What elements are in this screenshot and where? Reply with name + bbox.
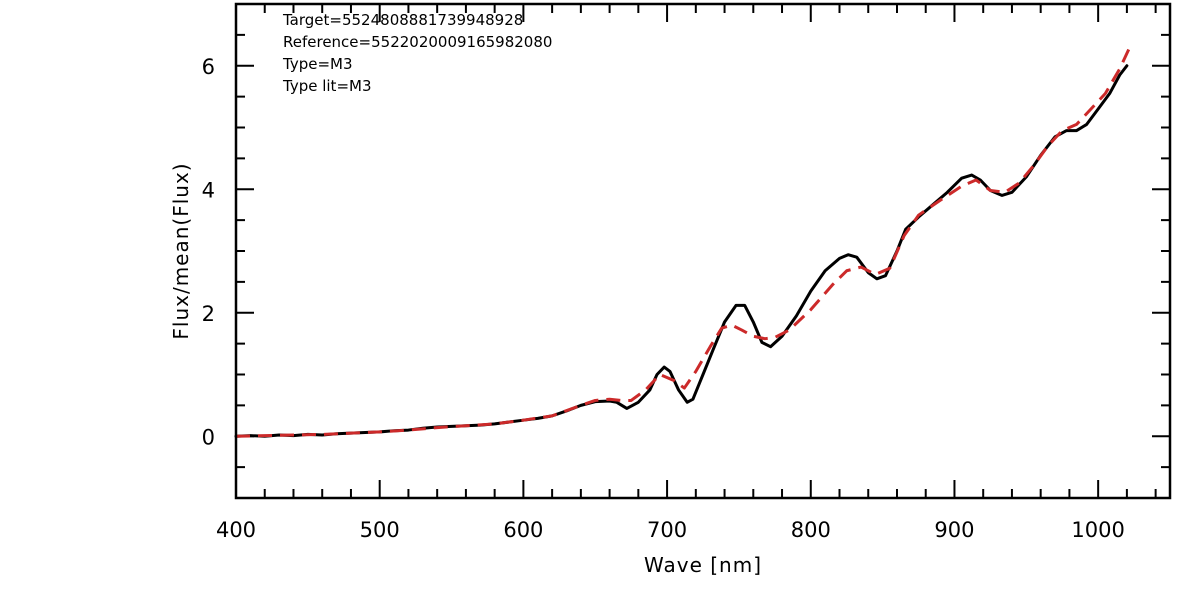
axis-ticks bbox=[235, 3, 1170, 499]
plot-frame bbox=[234, 2, 1172, 500]
x-tick-label: 700 bbox=[647, 518, 687, 542]
x-tick-labels: 400 500 600 700 800 900 1000 bbox=[216, 518, 1125, 542]
x-tick-label: 900 bbox=[934, 518, 974, 542]
x-tick-label: 1000 bbox=[1071, 518, 1124, 542]
x-tick-label: 400 bbox=[216, 518, 256, 542]
annotation-line: Target=5524808881739948928 bbox=[282, 11, 523, 29]
reference-spectrum-line bbox=[235, 46, 1132, 438]
x-tick-label: 500 bbox=[360, 518, 400, 542]
x-axis-label: Wave [nm] bbox=[644, 553, 762, 577]
y-axis-label: Flux/mean(Flux) bbox=[169, 162, 193, 339]
target-spectrum-line bbox=[234, 64, 1129, 438]
x-tick-label: 800 bbox=[791, 518, 831, 542]
x-tick-label: 600 bbox=[503, 518, 543, 542]
y-tick-label: 0 bbox=[202, 425, 215, 449]
y-tick-label: 2 bbox=[202, 302, 215, 326]
series-layer bbox=[234, 46, 1132, 438]
annotation-line: Reference=5522020009165982080 bbox=[283, 33, 552, 51]
y-tick-label: 4 bbox=[202, 178, 215, 202]
annotation-line: Type lit=M3 bbox=[282, 77, 372, 95]
y-tick-labels: 0 2 4 6 bbox=[202, 55, 215, 450]
annotations: Target=5524808881739948928 Reference=5522… bbox=[282, 11, 552, 95]
y-tick-label: 6 bbox=[202, 55, 215, 79]
annotation-line: Type=M3 bbox=[282, 55, 353, 73]
